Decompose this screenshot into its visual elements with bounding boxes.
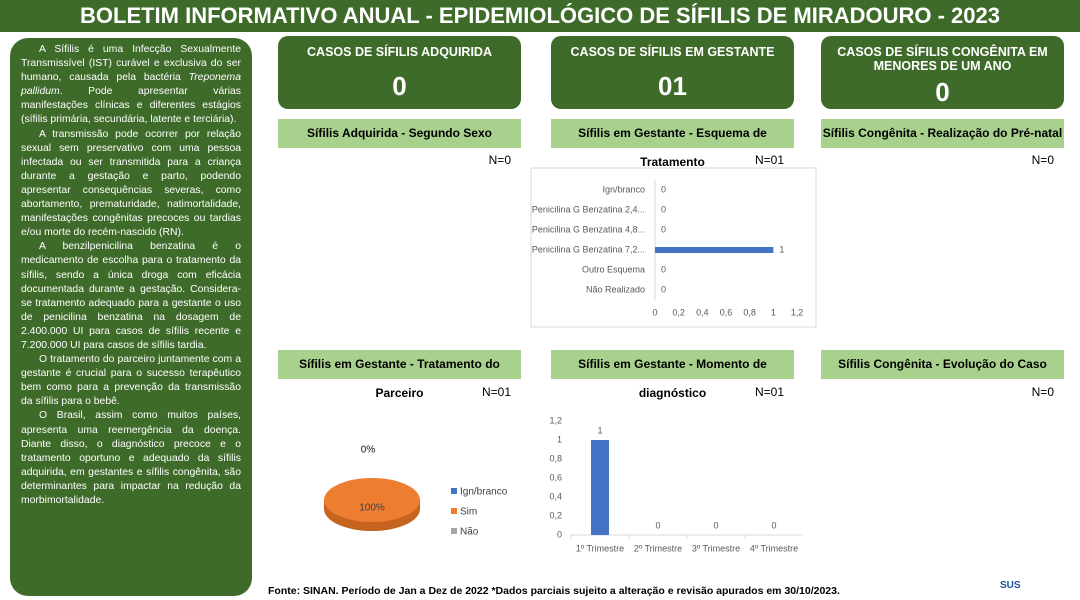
y-tick-label: Não Realizado	[586, 284, 645, 294]
x-tick-label: 0,2	[672, 307, 685, 317]
panel-title: Sífilis em Gestante - Momento de diagnós…	[551, 350, 794, 400]
card-title: CASOS DE SÍFILIS CONGÊNITA EM MENORES DE…	[837, 45, 1048, 73]
card-title: CASOS DE SÍFILIS ADQUIRIDA	[307, 45, 492, 59]
x-tick-label: 1,2	[791, 307, 804, 317]
data-label: 0	[771, 520, 776, 530]
data-label: 0	[661, 204, 666, 214]
legend-label: Não	[460, 527, 479, 538]
panel-n: N=0	[488, 153, 511, 167]
data-label: 0	[661, 184, 666, 194]
panel-n: N=01	[481, 385, 511, 399]
x-tick-label: 0,4	[696, 307, 709, 317]
y-tick-label: 0,2	[549, 510, 562, 520]
panel-n: N=0	[1031, 153, 1054, 167]
panel-n: N=01	[754, 153, 784, 167]
x-tick-label: 0	[652, 307, 657, 317]
y-tick-label: 1,2	[549, 415, 562, 425]
panel-title: Sífilis Congênita - Realização do Pré-na…	[821, 119, 1064, 148]
panel-title: Sífilis em Gestante - Esquema de Tratame…	[551, 119, 794, 169]
text: A Sífilis é uma Infecção Sexualmente Tra…	[21, 44, 241, 84]
intro-paragraph: A transmissão pode ocorrer por relação s…	[21, 128, 241, 239]
x-tick-label: 4º Trimestre	[750, 543, 798, 553]
logo: SUS	[1000, 580, 1021, 591]
y-tick-label: Outro Esquema	[582, 264, 645, 274]
data-label: 0	[713, 520, 718, 530]
y-tick-label: 0	[557, 529, 562, 539]
footer: Fonte: SINAN. Período de Jan a Dez de 20…	[268, 585, 840, 597]
data-label: 0%	[361, 445, 376, 456]
data-label: 0	[661, 284, 666, 294]
y-tick-label: 0,8	[549, 453, 562, 463]
panel-title: Sífilis Adquirida - Segundo Sexo	[278, 119, 521, 148]
card-value: 01	[658, 71, 687, 101]
data-label: 0	[661, 224, 666, 234]
card: CASOS DE SÍFILIS ADQUIRIDA 0	[278, 36, 521, 109]
y-tick-label: Penicilina G Benzatina 7,2...	[532, 244, 645, 254]
card-title: CASOS DE SÍFILIS EM GESTANTE	[570, 45, 775, 59]
data-label: 1	[597, 425, 602, 435]
intro-panel: A Sífilis é uma Infecção Sexualmente Tra…	[10, 38, 252, 596]
data-label: 1	[779, 244, 784, 254]
legend-swatch	[451, 488, 457, 494]
bar	[591, 440, 609, 535]
y-tick-label: 0,6	[549, 472, 562, 482]
y-tick-label: 1	[557, 434, 562, 444]
text: . Pode apresentar várias manifestações c…	[21, 86, 241, 126]
y-tick-label: Penicilina G Benzatina 2,4...	[532, 204, 645, 214]
data-label: 0	[661, 264, 666, 274]
card: CASOS DE SÍFILIS CONGÊNITA EM MENORES DE…	[821, 36, 1064, 109]
x-tick-label: 1º Trimestre	[576, 543, 624, 553]
y-tick-label: 0,4	[549, 491, 562, 501]
panel-n: N=01	[754, 385, 784, 399]
x-tick-label: 0,8	[743, 307, 756, 317]
pie-slice	[324, 478, 420, 522]
y-tick-label: Penicilina G Benzatina 4,8...	[532, 224, 645, 234]
x-tick-label: 1	[771, 307, 776, 317]
text: Treponema pallidum	[21, 72, 241, 98]
panel-title: Sífilis em Gestante - Tratamento do Parc…	[278, 350, 521, 400]
card: CASOS DE SÍFILIS EM GESTANTE 01	[551, 36, 794, 109]
bar	[655, 247, 774, 253]
intro-paragraph: A benzilpenicilina benzatina é o medicam…	[21, 241, 241, 351]
panel-title: Sífilis Congênita - Evolução do Caso	[821, 350, 1064, 379]
legend-swatch	[451, 508, 457, 514]
panel-n: N=0	[1031, 385, 1054, 399]
intro-paragraph: O tratamento do parceiro juntamente com …	[21, 354, 241, 408]
intro-paragraph: O Brasil, assim como muitos países, apre…	[21, 410, 241, 506]
x-tick-label: 2º Trimestre	[634, 543, 682, 553]
y-tick-label: Ign/branco	[602, 184, 645, 194]
x-tick-label: 0,6	[720, 307, 733, 317]
x-tick-label: 3º Trimestre	[692, 543, 740, 553]
legend-label: Ign/branco	[460, 487, 508, 498]
legend-label: Sim	[460, 507, 477, 518]
card-value: 0	[392, 71, 407, 101]
intro-paragraph: A Sífilis é uma Infecção Sexualmente Tra…	[21, 43, 241, 128]
data-label: 0	[655, 520, 660, 530]
legend-swatch	[451, 528, 457, 534]
header-title: BOLETIM INFORMATIVO ANUAL - EPIDEMIOLÓGI…	[0, 0, 1080, 32]
data-label: 100%	[359, 503, 385, 514]
data-label: 0%	[361, 445, 376, 456]
card-value: 0	[935, 77, 950, 107]
